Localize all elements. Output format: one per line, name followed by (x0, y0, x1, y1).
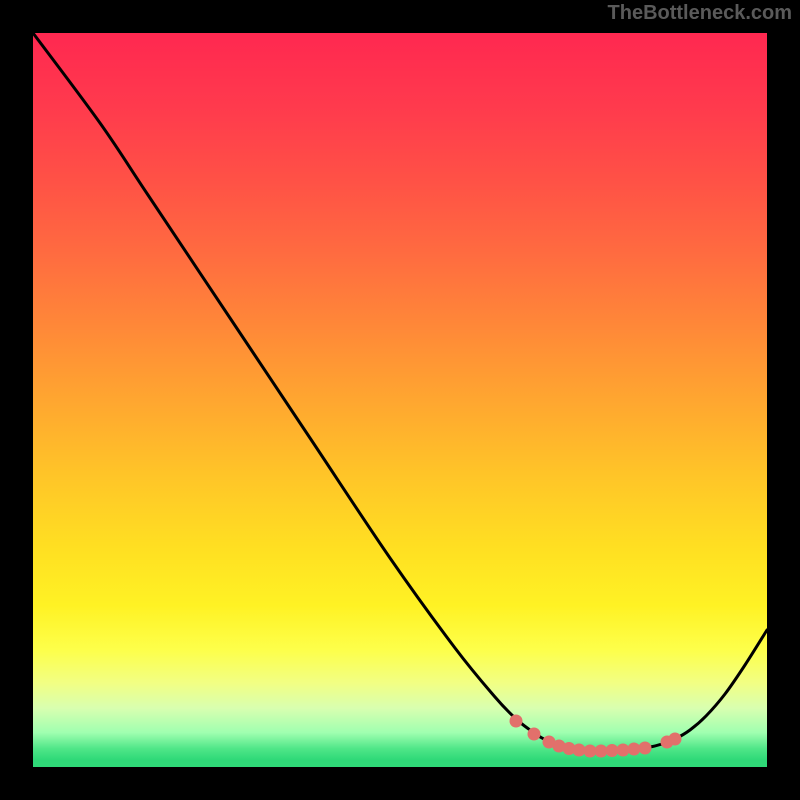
valley-marker (669, 733, 682, 746)
bottleneck-curve-chart (0, 0, 800, 800)
valley-marker (617, 744, 630, 757)
valley-marker (573, 744, 586, 757)
chart-container: TheBottleneck.com (0, 0, 800, 800)
gradient-plot-area (33, 33, 767, 767)
valley-marker (628, 743, 641, 756)
valley-marker (510, 715, 523, 728)
watermark-text: TheBottleneck.com (608, 2, 792, 25)
valley-marker (528, 728, 541, 741)
valley-marker (639, 742, 652, 755)
